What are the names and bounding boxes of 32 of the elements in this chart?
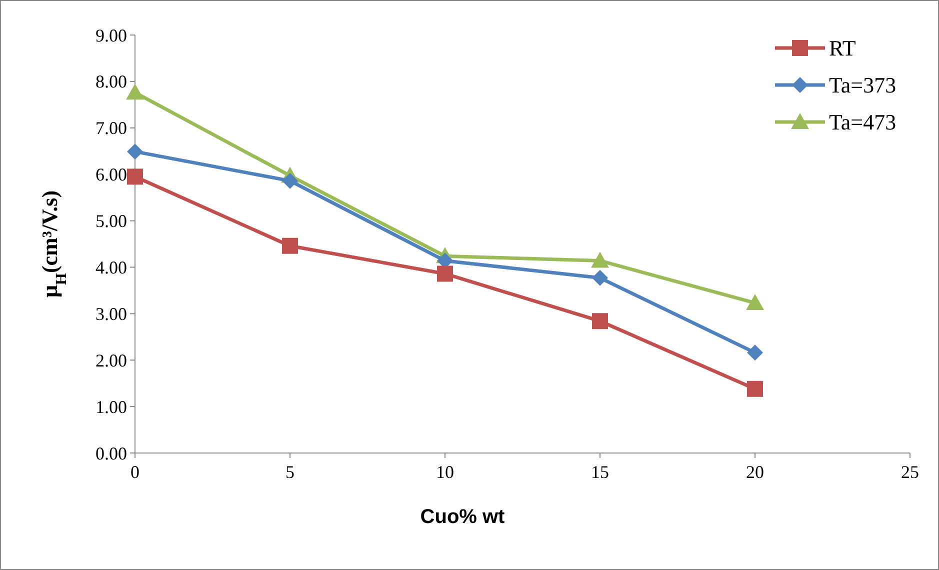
x-tick-label: 5	[286, 462, 294, 482]
x-tick-label: 20	[746, 462, 764, 482]
y-tick-label: 6.00	[96, 164, 127, 185]
x-tick-label: 15	[591, 462, 609, 482]
y-tick-label: 7.00	[96, 118, 127, 138]
y-tick-label: 2.00	[96, 350, 127, 370]
y-tick-label: 0.00	[96, 443, 127, 464]
point	[592, 270, 608, 286]
point	[592, 313, 608, 330]
x-tick-label: 10	[436, 462, 454, 482]
x-axis-title: Cuo% wt	[420, 506, 506, 528]
point	[282, 172, 298, 189]
point	[747, 344, 763, 361]
point	[746, 294, 764, 310]
x-tick-label: 0	[130, 462, 140, 482]
legend-label: Ta=373	[829, 72, 896, 98]
y-tick-label: 3.00	[96, 304, 127, 324]
y-tick-label: 5.00	[96, 211, 127, 232]
y-tick-label: 4.00	[96, 258, 127, 278]
legend-label: Ta=473	[829, 110, 896, 135]
point	[437, 266, 453, 282]
point	[127, 168, 143, 185]
y-tick-label: 9.00	[96, 25, 127, 46]
point	[127, 144, 143, 160]
point	[747, 380, 763, 397]
y-tick-label: 1.00	[96, 396, 127, 417]
point	[126, 84, 144, 100]
x-tick-label: 25	[901, 462, 919, 482]
legend-label: RT	[829, 36, 856, 61]
point	[591, 252, 609, 268]
y-tick-label: 8.00	[96, 72, 127, 92]
point	[282, 238, 298, 254]
